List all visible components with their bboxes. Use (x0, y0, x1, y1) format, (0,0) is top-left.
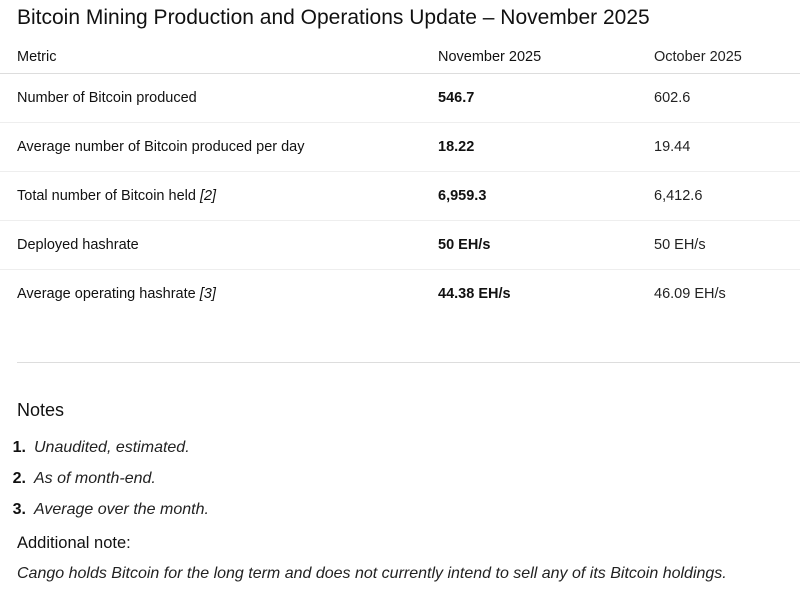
note-text: Unaudited, estimated. (34, 438, 190, 456)
metric-cell: Average number of Bitcoin produced per d… (0, 122, 438, 172)
note-item: 2. As of month-end. (0, 463, 209, 494)
note-item: 1. Unaudited, estimated. (0, 432, 209, 463)
metric-cell: Average operating hashrate [3] (0, 270, 438, 319)
page-title: Bitcoin Mining Production and Operations… (17, 6, 650, 29)
november-value: 18.22 (438, 122, 654, 172)
metric-label: Average number of Bitcoin produced per d… (17, 139, 305, 155)
header-october: October 2025 (654, 40, 800, 74)
metric-label: Average operating hashrate (17, 286, 196, 302)
november-value: 50 EH/s (438, 220, 654, 270)
table-row: Average operating hashrate [3] 44.38 EH/s… (0, 270, 800, 319)
footnote-ref: [3] (199, 286, 216, 302)
metrics-table: Metric November 2025 October 2025 Number… (0, 40, 800, 318)
header-metric: Metric (0, 40, 438, 74)
additional-note-text: Cango holds Bitcoin for the long term an… (17, 565, 727, 582)
note-item: 3. Average over the month. (0, 494, 209, 525)
november-value: 44.38 EH/s (438, 286, 511, 302)
october-value: 19.44 (654, 122, 800, 172)
october-value: 602.6 (654, 73, 800, 123)
table-row: Deployed hashrate 50 EH/s 50 EH/s (0, 220, 800, 270)
note-number: 3. (12, 500, 26, 518)
november-value: 6,959.3 (438, 171, 654, 221)
notes-heading: Notes (17, 400, 65, 420)
note-number: 1. (12, 438, 26, 456)
metric-label: Number of Bitcoin produced (17, 90, 197, 106)
metric-cell: Deployed hashrate (0, 220, 438, 270)
additional-note-heading: Additional note: (17, 534, 131, 552)
note-number: 2. (12, 469, 26, 487)
notes-list: 1. Unaudited, estimated. 2. As of month-en… (0, 432, 209, 525)
footnote-ref: [2] (199, 188, 217, 204)
october-value: 50 EH/s (654, 220, 800, 270)
october-value: 6,412.6 (654, 171, 800, 221)
november-value: 546.7 (438, 73, 654, 123)
table-row: Average number of Bitcoin produced per d… (0, 122, 800, 172)
table-row: Total number of Bitcoin held [2] 6,959.3 6… (0, 171, 800, 221)
note-text: As of month-end. (34, 469, 156, 487)
table-row: Number of Bitcoin produced 546.7 602.6 (0, 73, 800, 123)
note-text: Average over the month. (34, 500, 209, 518)
metric-cell: Total number of Bitcoin held [2] (0, 171, 438, 221)
october-value: 46.09 EH/s (654, 286, 726, 302)
metric-label: Deployed hashrate (17, 237, 139, 253)
metric-cell: Number of Bitcoin produced (0, 73, 438, 123)
header-november: November 2025 (438, 40, 654, 74)
divider (17, 362, 800, 363)
table-header-row: Metric November 2025 October 2025 (0, 40, 800, 74)
metric-label: Total number of Bitcoin held (17, 188, 196, 204)
